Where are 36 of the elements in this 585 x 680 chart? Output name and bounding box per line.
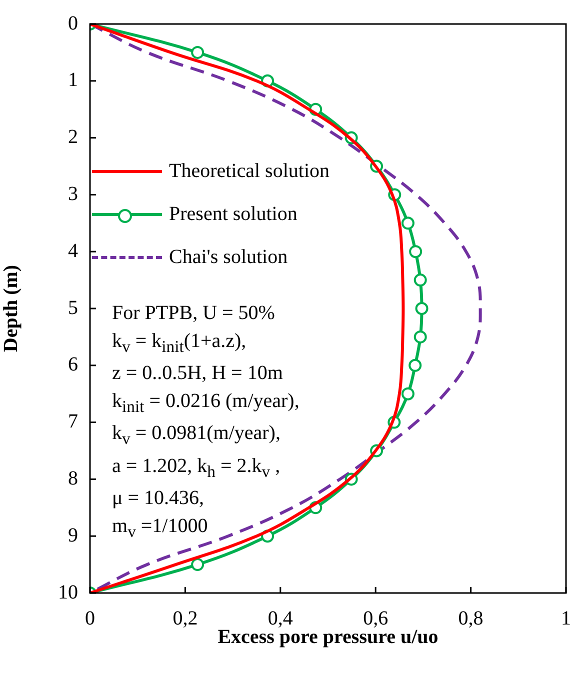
annotation: k$_{init}$ = 0.0216 (m/year), <box>112 388 300 418</box>
x-tick-label: 1 <box>561 607 571 630</box>
x-tick-label: 0 <box>85 607 95 630</box>
point <box>191 46 204 59</box>
y-tick-label: 3 <box>68 182 78 205</box>
point <box>401 216 414 230</box>
annotation: z = 0..0.5H, H = 10m <box>112 361 284 386</box>
y-tick-label: 7 <box>68 410 78 433</box>
x-tick-label: 0,2 <box>172 607 198 630</box>
y-tick-label: 9 <box>68 524 78 546</box>
y-tick-label: 6 <box>68 354 78 376</box>
point <box>414 330 427 344</box>
annotation: m$_{v}$ =1/1000 <box>112 514 209 542</box>
y-tick-label: 10 <box>58 581 78 604</box>
y-axis-title: Depth (m) <box>0 264 22 352</box>
point <box>191 558 204 572</box>
y-tick-label: 5 <box>68 296 78 319</box>
legend-label: Chai's solution <box>169 245 288 270</box>
y-tick-label: 2 <box>68 126 78 148</box>
annotation: k$_{v}$ = 0.0981(m/year), <box>112 421 282 450</box>
point <box>414 274 427 287</box>
y-tick-label: 4 <box>68 240 78 262</box>
legend-label: Theoretical solution <box>169 159 330 184</box>
annotation: k$_{v}$ = k$_{init}$(1+a.z), <box>112 328 248 358</box>
y-tick-label: 0 <box>68 12 78 34</box>
x-tick-label: 0,8 <box>458 607 484 630</box>
point <box>409 245 422 258</box>
legend-label: Present solution <box>169 202 298 227</box>
annotation: μ = 10.436, <box>112 486 206 511</box>
point <box>408 358 422 372</box>
annotation: For PTPB, U = 50% <box>112 301 276 326</box>
point <box>401 387 414 400</box>
y-tick-label: 1 <box>68 69 78 92</box>
annotation: a = 1.202, k$_{h}$ = 2.k$_{v}$ , <box>112 454 282 482</box>
y-tick-label: 8 <box>68 467 78 490</box>
point <box>415 302 428 315</box>
